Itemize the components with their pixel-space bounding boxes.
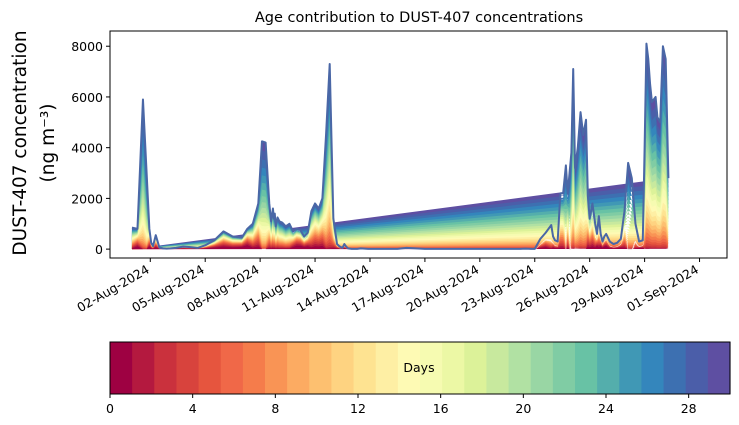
colorbar-segment [287, 342, 310, 394]
y-axis-label-line2: (ng m⁻³) [38, 104, 59, 183]
colorbar-segment [552, 342, 576, 394]
colorbar-segment [420, 342, 443, 394]
colorbar [109, 341, 731, 395]
colorbar-segment [110, 342, 133, 394]
colorbar-segment [508, 342, 532, 394]
y-tick-label: 8000 [71, 39, 103, 54]
colorbar-tick-label: 12 [350, 401, 366, 416]
colorbar-segment [597, 342, 620, 394]
y-axis-label-unit: (ng m⁻³) [38, 104, 59, 183]
colorbar-segment [707, 342, 731, 394]
colorbar-segment [154, 342, 178, 394]
colorbar-segment [242, 342, 266, 394]
colorbar-segment [353, 342, 377, 394]
age-band [131, 216, 669, 250]
colorbar-segment [685, 342, 709, 394]
colorbar-segment [464, 342, 488, 394]
colorbar-segment [132, 342, 155, 394]
age-band [131, 221, 669, 250]
y-axis-label: DUST-407 concentration [10, 30, 31, 255]
y-axis-label-line1: DUST-407 concentration [10, 30, 31, 255]
colorbar-frame [109, 341, 731, 395]
colorbar-segment [641, 342, 665, 394]
colorbar-segment [397, 342, 421, 394]
colorbar-tick-label: 20 [515, 401, 531, 416]
colorbar-segment [575, 342, 598, 394]
y-tick-label: 0 [95, 242, 103, 257]
colorbar-tick-label: 0 [106, 401, 114, 416]
y-tick-label: 2000 [71, 191, 103, 206]
colorbar-segment [442, 342, 465, 394]
plot-area [131, 42, 670, 250]
colorbar-tick-label: 24 [598, 401, 614, 416]
colorbar-segment [619, 342, 643, 394]
colorbar-segment [375, 342, 399, 394]
colorbar-segment [220, 342, 244, 394]
colorbar-segment [530, 342, 554, 394]
x-axis: 02-Aug-202405-Aug-202408-Aug-202411-Aug-… [74, 258, 701, 315]
colorbar-segment [331, 342, 355, 394]
age-band [131, 245, 669, 250]
colorbar-segment [198, 342, 222, 394]
y-tick-label: 6000 [71, 90, 103, 105]
age-band [131, 239, 669, 250]
colorbar-axis: 0 4 8 12 16 20 24 28 [106, 394, 697, 416]
plot-frame [109, 30, 728, 259]
colorbar-tick-label: 4 [189, 401, 197, 416]
colorbar-segment [486, 342, 510, 394]
age-band [131, 210, 669, 250]
colorbar-segment [663, 342, 687, 394]
colorbar-segment [265, 342, 288, 394]
colorbar-tick-label: 16 [433, 401, 449, 416]
chart-title: Age contribution to DUST-407 concentrati… [255, 10, 583, 26]
colorbar-tick-label: 28 [681, 401, 697, 416]
colorbar-tick-label: 8 [271, 401, 279, 416]
colorbar-segment [309, 342, 333, 394]
y-tick-label: 4000 [71, 141, 103, 156]
age-band [131, 241, 669, 250]
y-axis: 0 2000 4000 6000 8000 [71, 39, 110, 257]
age-band [131, 226, 669, 250]
colorbar-segment [176, 342, 200, 394]
total-concentration-line [131, 42, 670, 250]
colorbar-label: Days [403, 360, 434, 375]
